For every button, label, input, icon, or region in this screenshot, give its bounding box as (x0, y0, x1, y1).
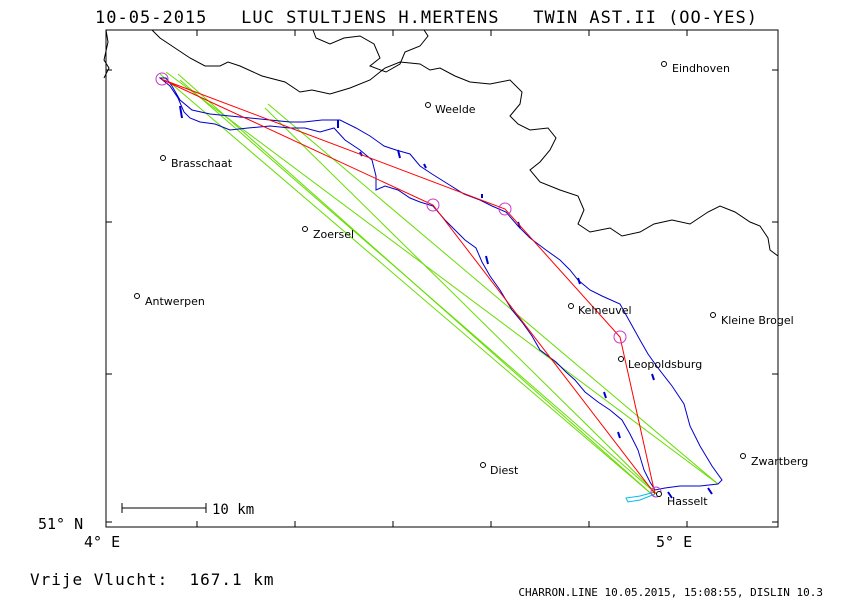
town-label: Hasselt (667, 495, 708, 508)
longitude-label-right: 5° E (656, 533, 693, 551)
distance-value: 167.1 km (189, 570, 275, 589)
town-label: Zoersel (313, 228, 354, 241)
distance-label: Vrije Vlucht: (30, 570, 169, 589)
track-markers (179, 105, 713, 499)
town-kelneuvel: Kelneuvel (568, 303, 632, 317)
towns: Eindhoven Weelde Brasschaat Zoersel Antw… (134, 61, 808, 508)
country-border (103, 29, 779, 257)
page-title: 10-05-2015 LUC STULTJENS H.MERTENS TWIN … (0, 8, 853, 28)
town-diest: Diest (480, 462, 519, 477)
local-track (625, 491, 656, 503)
town-leopoldsburg: Leopoldsburg (618, 356, 702, 371)
town-hasselt: Hasselt (656, 491, 708, 508)
glider-name: TWIN AST.II (OO-YES) (533, 8, 758, 28)
observation-sectors (159, 71, 719, 498)
distance-summary: Vrije Vlucht: 167.1 km (30, 570, 275, 589)
scale-bar: 10 km (121, 502, 254, 518)
turnpoint-2 (498, 202, 512, 216)
town-label: Brasschaat (171, 157, 233, 170)
town-label: Kleine Brogel (721, 314, 794, 327)
flight-track (158, 77, 723, 491)
turnpoint-3 (613, 330, 627, 344)
town-label: Antwerpen (145, 295, 205, 308)
map-frame (105, 29, 779, 528)
town-brasschaat: Brasschaat (160, 155, 233, 170)
town-label: Leopoldsburg (628, 358, 702, 371)
turnpoint-1 (426, 198, 440, 212)
town-label: Weelde (435, 103, 476, 116)
latitude-label: 51° N (38, 515, 84, 533)
town-zwartberg: Zwartberg (740, 453, 808, 468)
town-antwerpen: Antwerpen (134, 293, 205, 308)
turnpoints (155, 72, 662, 498)
task-legs (160, 78, 656, 495)
town-zoersel: Zoersel (302, 226, 354, 241)
town-eindhoven: Eindhoven (661, 61, 730, 75)
town-label: Eindhoven (672, 62, 730, 75)
town-label: Zwartberg (751, 455, 808, 468)
town-label: Kelneuvel (578, 304, 632, 317)
scale-label: 10 km (212, 502, 254, 518)
longitude-label-left: 4° E (84, 533, 121, 551)
town-weelde: Weelde (425, 102, 476, 116)
pilot-names: LUC STULTJENS H.MERTENS (241, 8, 500, 28)
flight-date: 10-05-2015 (95, 8, 208, 28)
software-info: CHARRON.LINE 10.05.2015, 15:08:55, DISLI… (518, 586, 823, 599)
town-kleine-brogel: Kleine Brogel (710, 312, 794, 327)
axis-ticks (106, 30, 778, 527)
turnpoint-start (155, 72, 169, 86)
town-label: Diest (490, 464, 519, 477)
